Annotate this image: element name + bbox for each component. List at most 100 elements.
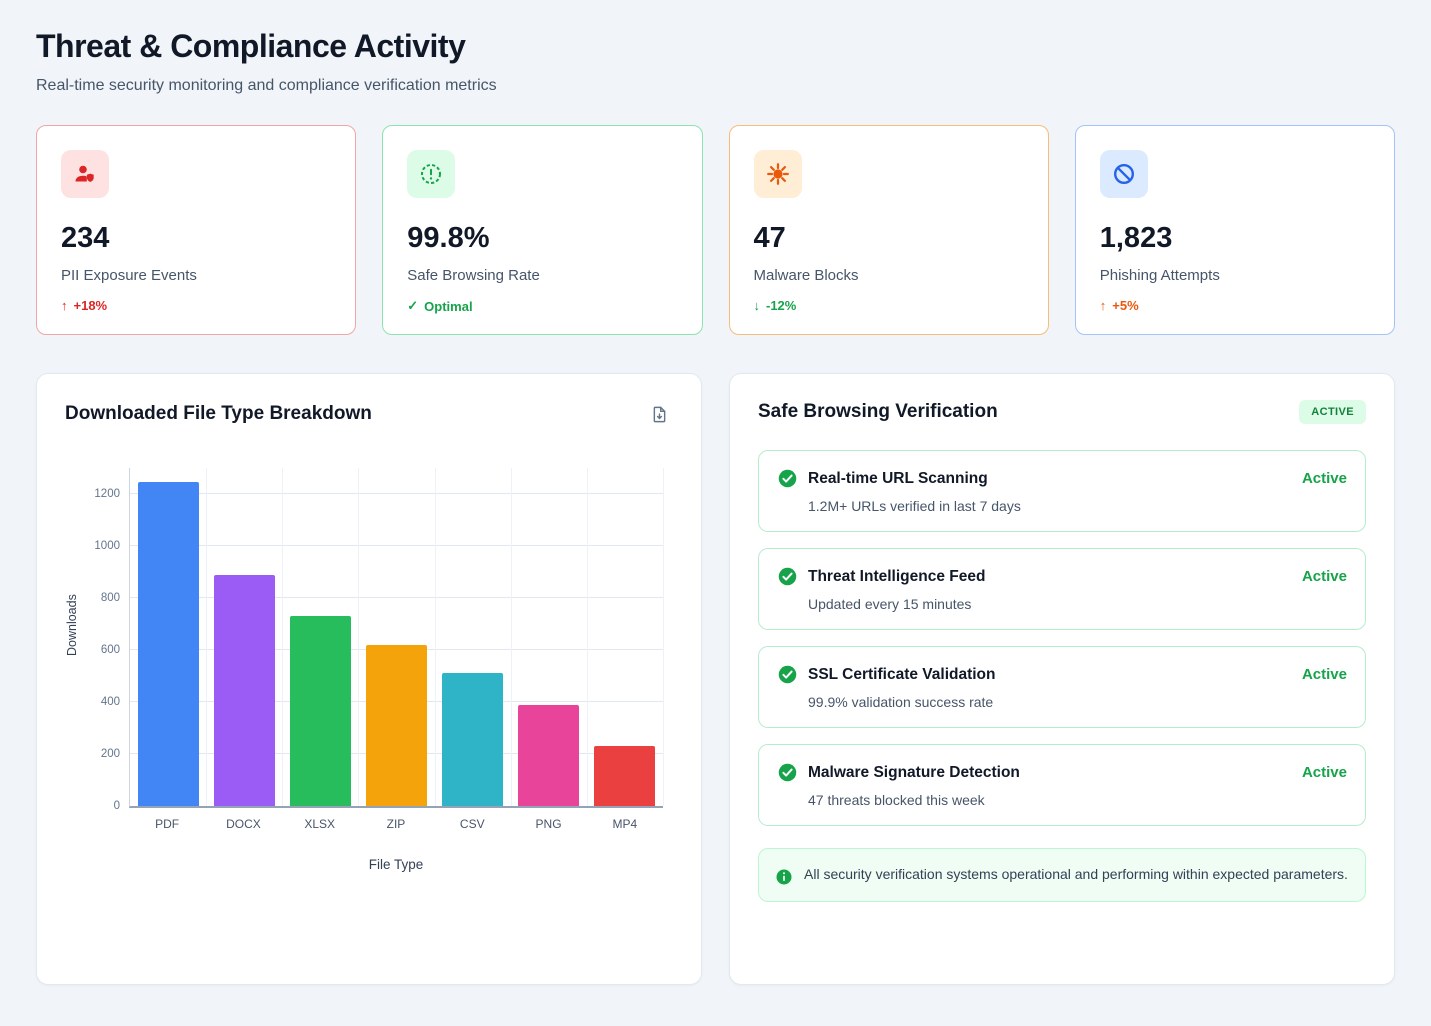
- y-tick-label: 400: [100, 696, 120, 708]
- v-gridline: [206, 468, 208, 806]
- alert-circle-icon: [419, 162, 443, 186]
- chart-bar-png: [518, 704, 580, 806]
- verification-item-header: SSL Certificate Validation Active: [777, 664, 1347, 685]
- check-circle-icon: [777, 664, 798, 685]
- y-tick-label: 0: [113, 800, 120, 812]
- x-axis-label: File Type: [368, 857, 424, 872]
- bar-slot: [511, 468, 587, 806]
- x-tick-label: PDF: [155, 817, 180, 831]
- trend-arrow-icon: ↑: [1099, 298, 1107, 313]
- y-tick-label: 1000: [94, 540, 120, 552]
- verification-panel-header: Safe Browsing Verification ACTIVE: [758, 400, 1366, 424]
- pii-user-icon: [73, 162, 97, 186]
- x-tick-label: MP4: [612, 817, 638, 831]
- verification-title: Malware Signature Detection: [808, 763, 1020, 781]
- stat-label: PII Exposure Events: [61, 267, 197, 284]
- h-gridline: [130, 493, 663, 494]
- stat-trend: ↓ -12%: [754, 298, 1024, 313]
- stat-trend: ✓ Optimal: [407, 298, 677, 314]
- v-gridline: [358, 468, 360, 806]
- verification-subtitle: 1.2M+ URLs verified in last 7 days: [808, 498, 1021, 514]
- stat-value: 47: [753, 222, 786, 254]
- x-tick-labels: PDF DOCX XLSX ZIP CSV PNG MP4: [129, 817, 663, 831]
- verification-status: Active: [1301, 568, 1347, 585]
- chart-bar-zip: [366, 644, 427, 806]
- verification-status: Active: [1301, 666, 1347, 683]
- panels-row: Downloaded File Type Breakdown Downloads…: [36, 373, 1395, 985]
- check-circle-icon: [777, 468, 798, 489]
- h-gridline: [130, 545, 663, 546]
- stat-icon-box: [1099, 150, 1148, 198]
- check-circle-icon: [777, 566, 798, 587]
- verification-title: Real-time URL Scanning: [808, 469, 988, 487]
- verification-item-header: Malware Signature Detection Active: [777, 762, 1347, 783]
- chart-area: 0 200 400 600 800 1000 1200 PDF DOCX XLSX ZIP CSV P…: [83, 468, 673, 872]
- verification-list: Real-time URL Scanning Active 1.2M+ URLs v…: [758, 450, 1366, 826]
- verification-subtitle: 47 threats blocked this week: [808, 792, 985, 808]
- page-subtitle: Real-time security monitoring and compli…: [36, 77, 497, 94]
- stat-card: 47 Malware Blocks ↓ -12%: [728, 125, 1049, 335]
- stat-icon-box: [407, 150, 456, 198]
- bar-chart: Downloads 0 200 400 600 800 1000 1200 PDF DOCX X…: [65, 468, 673, 872]
- y-tick-label: 200: [100, 748, 120, 760]
- bar-slot: [358, 468, 434, 806]
- trend-value: +5%: [1112, 298, 1139, 313]
- bar-slot: [206, 468, 282, 806]
- info-icon: [775, 866, 793, 886]
- download-file-icon[interactable]: [645, 400, 673, 428]
- verification-title: SSL Certificate Validation: [808, 665, 996, 683]
- chart-panel-header: Downloaded File Type Breakdown: [65, 400, 673, 428]
- x-tick-label: CSV: [459, 817, 485, 831]
- verification-item-header: Threat Intelligence Feed Active: [777, 566, 1347, 587]
- h-gridline: [130, 597, 663, 598]
- check-circle-icon: [777, 762, 798, 783]
- bar-slot: [130, 468, 206, 806]
- y-tick-label: 600: [100, 644, 120, 656]
- v-gridline: [510, 468, 512, 806]
- v-gridline: [282, 468, 284, 806]
- stat-icon-box: [753, 150, 802, 198]
- chart-bar-pdf: [137, 482, 199, 806]
- stat-icon-box: [61, 150, 109, 198]
- bar-slot: [435, 468, 511, 806]
- chart-bar-mp4: [594, 746, 656, 806]
- info-icon: [775, 868, 793, 886]
- stats-row: 234 PII Exposure Events ↑ +18% 99.8% Safe Bro…: [36, 125, 1395, 335]
- status-note-text: All security verification systems operat…: [804, 866, 1348, 882]
- plot-area: 0 200 400 600 800 1000 1200: [94, 468, 664, 812]
- virus-icon: [766, 162, 790, 186]
- v-gridline: [434, 468, 436, 806]
- stat-value: 234: [61, 222, 110, 254]
- v-gridline: [663, 468, 664, 806]
- status-note: All security verification systems operat…: [758, 848, 1366, 902]
- chart-bar-csv: [442, 673, 504, 806]
- page-title: Threat & Compliance Activity: [36, 28, 466, 64]
- x-tick-label: DOCX: [226, 817, 261, 831]
- chart-bar-xlsx: [289, 616, 351, 806]
- stat-label: Malware Blocks: [753, 267, 859, 284]
- trend-arrow-icon: ↓: [753, 298, 761, 313]
- trend-value: +18%: [73, 298, 108, 313]
- x-tick-label: ZIP: [386, 817, 406, 831]
- verification-item: Real-time URL Scanning Active 1.2M+ URLs v…: [758, 450, 1366, 532]
- stat-trend: ↑ +18%: [61, 298, 331, 313]
- y-tick-label: 1200: [94, 488, 120, 500]
- verification-item: Malware Signature Detection Active 47 thre…: [758, 744, 1366, 826]
- chart-panel-title: Downloaded File Type Breakdown: [65, 403, 372, 424]
- stat-trend: ↑ +5%: [1100, 298, 1370, 313]
- trend-value: -12%: [766, 298, 797, 313]
- file-type-chart-panel: Downloaded File Type Breakdown Downloads…: [36, 373, 702, 985]
- trend-arrow-icon: ✓: [407, 298, 419, 313]
- verification-subtitle: Updated every 15 minutes: [808, 596, 972, 612]
- v-gridline: [586, 468, 588, 806]
- trend-value: Optimal: [424, 298, 473, 314]
- trend-arrow-icon: ↑: [61, 298, 68, 313]
- y-tick-label: 800: [100, 592, 120, 604]
- active-status-badge: ACTIVE: [1299, 400, 1366, 424]
- verification-item: Threat Intelligence Feed Active Updated ev…: [758, 548, 1366, 630]
- block-icon: [1112, 162, 1136, 186]
- x-tick-label: XLSX: [304, 817, 336, 831]
- verification-panel-title: Safe Browsing Verification: [758, 401, 998, 422]
- stat-label: Safe Browsing Rate: [407, 267, 540, 284]
- verification-status: Active: [1301, 470, 1347, 487]
